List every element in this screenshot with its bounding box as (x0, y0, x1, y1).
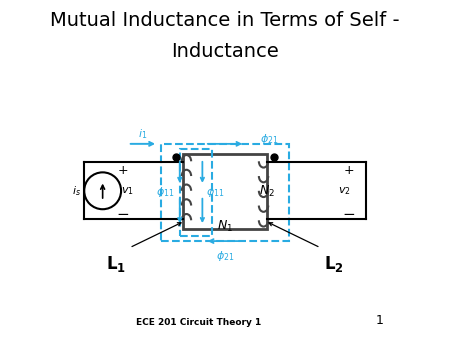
Bar (161, 144, 289, 241)
Text: $i_1$: $i_1$ (138, 127, 148, 141)
Text: $v_2$: $v_2$ (338, 185, 351, 197)
Text: 1: 1 (375, 314, 383, 327)
Text: $-$: $-$ (342, 205, 356, 220)
Text: $\phi_{21}$: $\phi_{21}$ (260, 132, 279, 146)
Text: $-$: $-$ (116, 205, 129, 220)
Text: Inductance: Inductance (171, 42, 279, 61)
Text: $+$: $+$ (117, 164, 128, 177)
Bar (180, 149, 212, 236)
Text: $\phi_{21}$: $\phi_{21}$ (216, 249, 234, 263)
Text: $+$: $+$ (343, 164, 355, 177)
Text: $N_1$: $N_1$ (217, 219, 233, 234)
Text: $N_2$: $N_2$ (258, 184, 274, 199)
Text: $i_s$: $i_s$ (72, 184, 81, 198)
Text: Mutual Inductance in Terms of Self -: Mutual Inductance in Terms of Self - (50, 11, 400, 30)
Text: $\mathbf{L_2}$: $\mathbf{L_2}$ (324, 255, 344, 274)
Bar (183, 154, 267, 230)
Text: $\phi_{11}$: $\phi_{11}$ (156, 186, 175, 199)
Text: $\mathbf{L_1}$: $\mathbf{L_1}$ (106, 255, 126, 274)
Text: ECE 201 Circuit Theory 1: ECE 201 Circuit Theory 1 (135, 318, 261, 327)
Text: $v_1$: $v_1$ (122, 185, 134, 197)
Text: $\phi_{11}$: $\phi_{11}$ (206, 186, 224, 199)
